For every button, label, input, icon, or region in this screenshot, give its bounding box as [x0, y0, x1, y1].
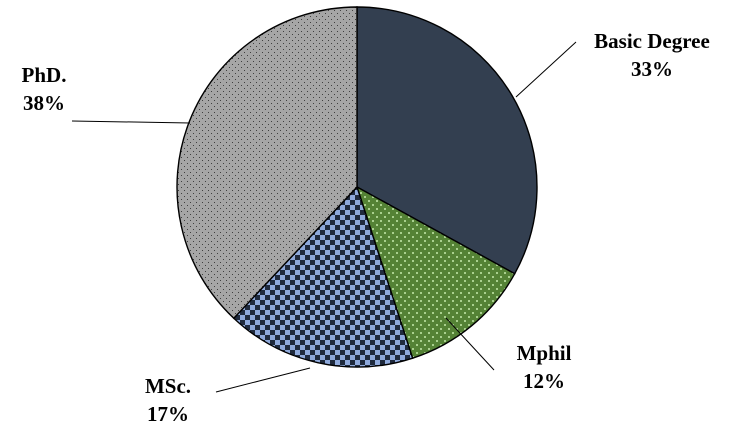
leader-line-basic-degree: [515, 41, 577, 98]
leader-line-mphil: [445, 317, 495, 371]
slice-value-label: 33%: [631, 57, 673, 81]
pie-slice-msc: [232, 185, 414, 368]
slice-value-label: 38%: [23, 91, 65, 115]
pie-slice-basic-degree: [356, 6, 538, 275]
slice-label: Basic Degree: [594, 29, 710, 53]
slice-label: MSc.: [145, 374, 191, 398]
leader-line-msc: [215, 367, 311, 393]
slice-value-label: 17%: [147, 402, 189, 426]
pie-slice-phd: [176, 6, 358, 320]
pie-slice-mphil: [355, 185, 516, 360]
leader-line-phd: [71, 120, 191, 124]
slice-label: PhD.: [22, 63, 67, 87]
slice-label: Mphil: [517, 341, 572, 365]
slice-value-label: 12%: [523, 369, 565, 393]
